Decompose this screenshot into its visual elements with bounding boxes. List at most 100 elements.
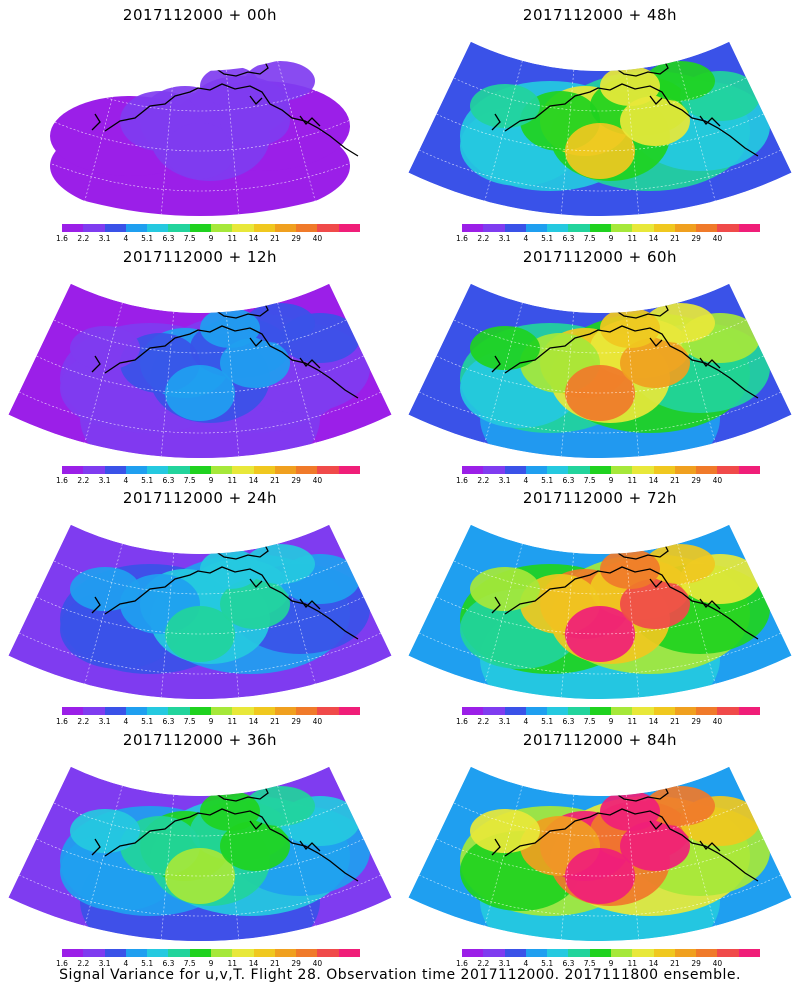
colorbar-swatch xyxy=(338,707,360,715)
variance-map xyxy=(408,766,792,941)
colorbar-swatch xyxy=(717,466,739,474)
colorbar-swatch xyxy=(547,466,569,474)
colorbar-tick-label: 1.6 xyxy=(456,717,468,726)
colorbar-tick-label: 2.2 xyxy=(477,959,490,968)
colorbar-tick-label: 11 xyxy=(627,717,638,726)
colorbar-swatch xyxy=(483,707,505,715)
colorbar-tick-label: 9 xyxy=(208,234,214,243)
colorbar-swatch xyxy=(232,466,254,474)
colorbar-tick-label: 14 xyxy=(648,476,659,485)
variance-map xyxy=(408,41,792,216)
colorbar-ticks: 1.6 2.2 3.1 4 5.1 6.3 7.5 9 11 14 21 29 40 xyxy=(456,234,766,244)
colorbar-swatch xyxy=(632,949,654,957)
colorbar-swatch xyxy=(525,707,548,715)
forecast-panel: 2017112000 + 24h 1.6 2.2 3.1 4 5.1 6.3 7.5 9 11 14… xyxy=(0,483,400,731)
colorbar xyxy=(462,224,760,232)
colorbar-ticks: 1.6 2.2 3.1 4 5.1 6.3 7.5 9 11 14 21 29 40 xyxy=(56,959,366,969)
colorbar-swatch xyxy=(525,224,548,232)
colorbar-swatch xyxy=(674,707,697,715)
colorbar-swatch xyxy=(632,224,654,232)
colorbar-swatch xyxy=(696,949,718,957)
colorbar-tick-label: 9 xyxy=(608,717,614,726)
colorbar-swatch xyxy=(568,707,590,715)
colorbar-tick-label: 7.5 xyxy=(583,476,596,485)
colorbar-swatch xyxy=(104,224,126,232)
colorbar-tick-label: 9 xyxy=(608,476,614,485)
colorbar-tick-label: 14 xyxy=(248,717,259,726)
colorbar-tick-label: 14 xyxy=(248,959,259,968)
colorbar-swatch xyxy=(317,949,339,957)
colorbar-swatch xyxy=(210,949,233,957)
forecast-panel: 2017112000 + 48h 1.6 2.2 3.1 4 5.1 6.3 7.5 9 11 14… xyxy=(400,0,800,248)
colorbar-tick-label: 14 xyxy=(648,959,659,968)
colorbar-swatch xyxy=(189,466,211,474)
colorbar-swatch xyxy=(738,949,760,957)
colorbar-tick-label: 5.1 xyxy=(541,234,554,243)
figure-caption: Signal Variance for u,v,T. Flight 28. Ob… xyxy=(59,967,741,983)
colorbar-swatch xyxy=(525,466,548,474)
colorbar-swatch xyxy=(62,949,84,957)
colorbar-tick-label: 3.1 xyxy=(498,476,511,485)
variance-map xyxy=(408,524,792,699)
forecast-panel: 2017112000 + 84h 1.6 2.2 3.1 4 5.1 6.3 7.5 9 11 14… xyxy=(400,725,800,973)
colorbar-tick-label: 9 xyxy=(608,959,614,968)
colorbar-swatch xyxy=(338,949,360,957)
colorbar-tick-label: 3.1 xyxy=(498,717,511,726)
colorbar-swatch xyxy=(338,224,360,232)
colorbar-tick-label: 1.6 xyxy=(456,234,468,243)
colorbar-tick-label: 2.2 xyxy=(77,717,90,726)
colorbar-swatch xyxy=(62,224,84,232)
colorbar-tick-label: 6.3 xyxy=(162,959,175,968)
colorbar-tick-label: 2.2 xyxy=(477,476,490,485)
colorbar-tick-label: 21 xyxy=(670,717,680,726)
colorbar-tick-label: 5.1 xyxy=(541,959,554,968)
colorbar-tick-label: 1.6 xyxy=(456,959,468,968)
colorbar-swatch xyxy=(147,224,169,232)
colorbar-swatch xyxy=(738,466,760,474)
colorbar-tick-label: 5.1 xyxy=(541,717,554,726)
colorbar-tick-label: 7.5 xyxy=(183,234,196,243)
colorbar-ticks: 1.6 2.2 3.1 4 5.1 6.3 7.5 9 11 14 21 29 40 xyxy=(56,234,366,244)
colorbar-tick-label: 1.6 xyxy=(56,959,68,968)
colorbar-swatch xyxy=(653,707,675,715)
colorbar-tick-label: 11 xyxy=(227,717,238,726)
colorbar-swatch xyxy=(610,224,633,232)
colorbar-swatch xyxy=(717,949,739,957)
colorbar-swatch xyxy=(462,466,484,474)
colorbar-swatch xyxy=(568,224,590,232)
colorbar-tick-label: 2.2 xyxy=(477,234,490,243)
colorbar-swatch xyxy=(296,707,318,715)
colorbar-tick-label: 5.1 xyxy=(141,234,154,243)
colorbar-swatch xyxy=(610,707,633,715)
colorbar-swatch xyxy=(504,949,526,957)
colorbar-swatch xyxy=(317,466,339,474)
colorbar-swatch xyxy=(232,224,254,232)
colorbar-swatch xyxy=(589,224,611,232)
colorbar-tick-label: 29 xyxy=(691,959,701,968)
colorbar-swatch xyxy=(674,949,697,957)
colorbar-tick-label: 4 xyxy=(123,717,129,726)
variance-map xyxy=(8,766,392,941)
colorbar-tick-label: 11 xyxy=(227,959,238,968)
colorbar-tick-label: 21 xyxy=(270,959,280,968)
colorbar-tick-label: 21 xyxy=(270,234,280,243)
colorbar-swatch xyxy=(104,466,126,474)
colorbar-swatch xyxy=(483,949,505,957)
colorbar xyxy=(462,707,760,715)
colorbar-swatch xyxy=(547,707,569,715)
colorbar-swatch xyxy=(462,707,484,715)
colorbar-swatch xyxy=(338,466,360,474)
colorbar-tick-label: 2.2 xyxy=(477,717,490,726)
colorbar-tick-label: 7.5 xyxy=(583,959,596,968)
colorbar-swatch xyxy=(147,949,169,957)
colorbar-tick-label: 29 xyxy=(291,476,301,485)
colorbar-swatch xyxy=(253,707,275,715)
panel-title: 2017112000 + 72h xyxy=(522,489,678,507)
colorbar-swatch xyxy=(210,707,233,715)
colorbar-swatch xyxy=(653,466,675,474)
panel-title: 2017112000 + 60h xyxy=(522,248,678,266)
colorbar-swatch xyxy=(696,224,718,232)
forecast-panel: 2017112000 + 12h 1.6 2.2 3.1 4 5.1 6.3 7.5 9 11 14… xyxy=(0,242,400,490)
colorbar-swatch xyxy=(717,707,739,715)
colorbar-swatch xyxy=(568,949,590,957)
